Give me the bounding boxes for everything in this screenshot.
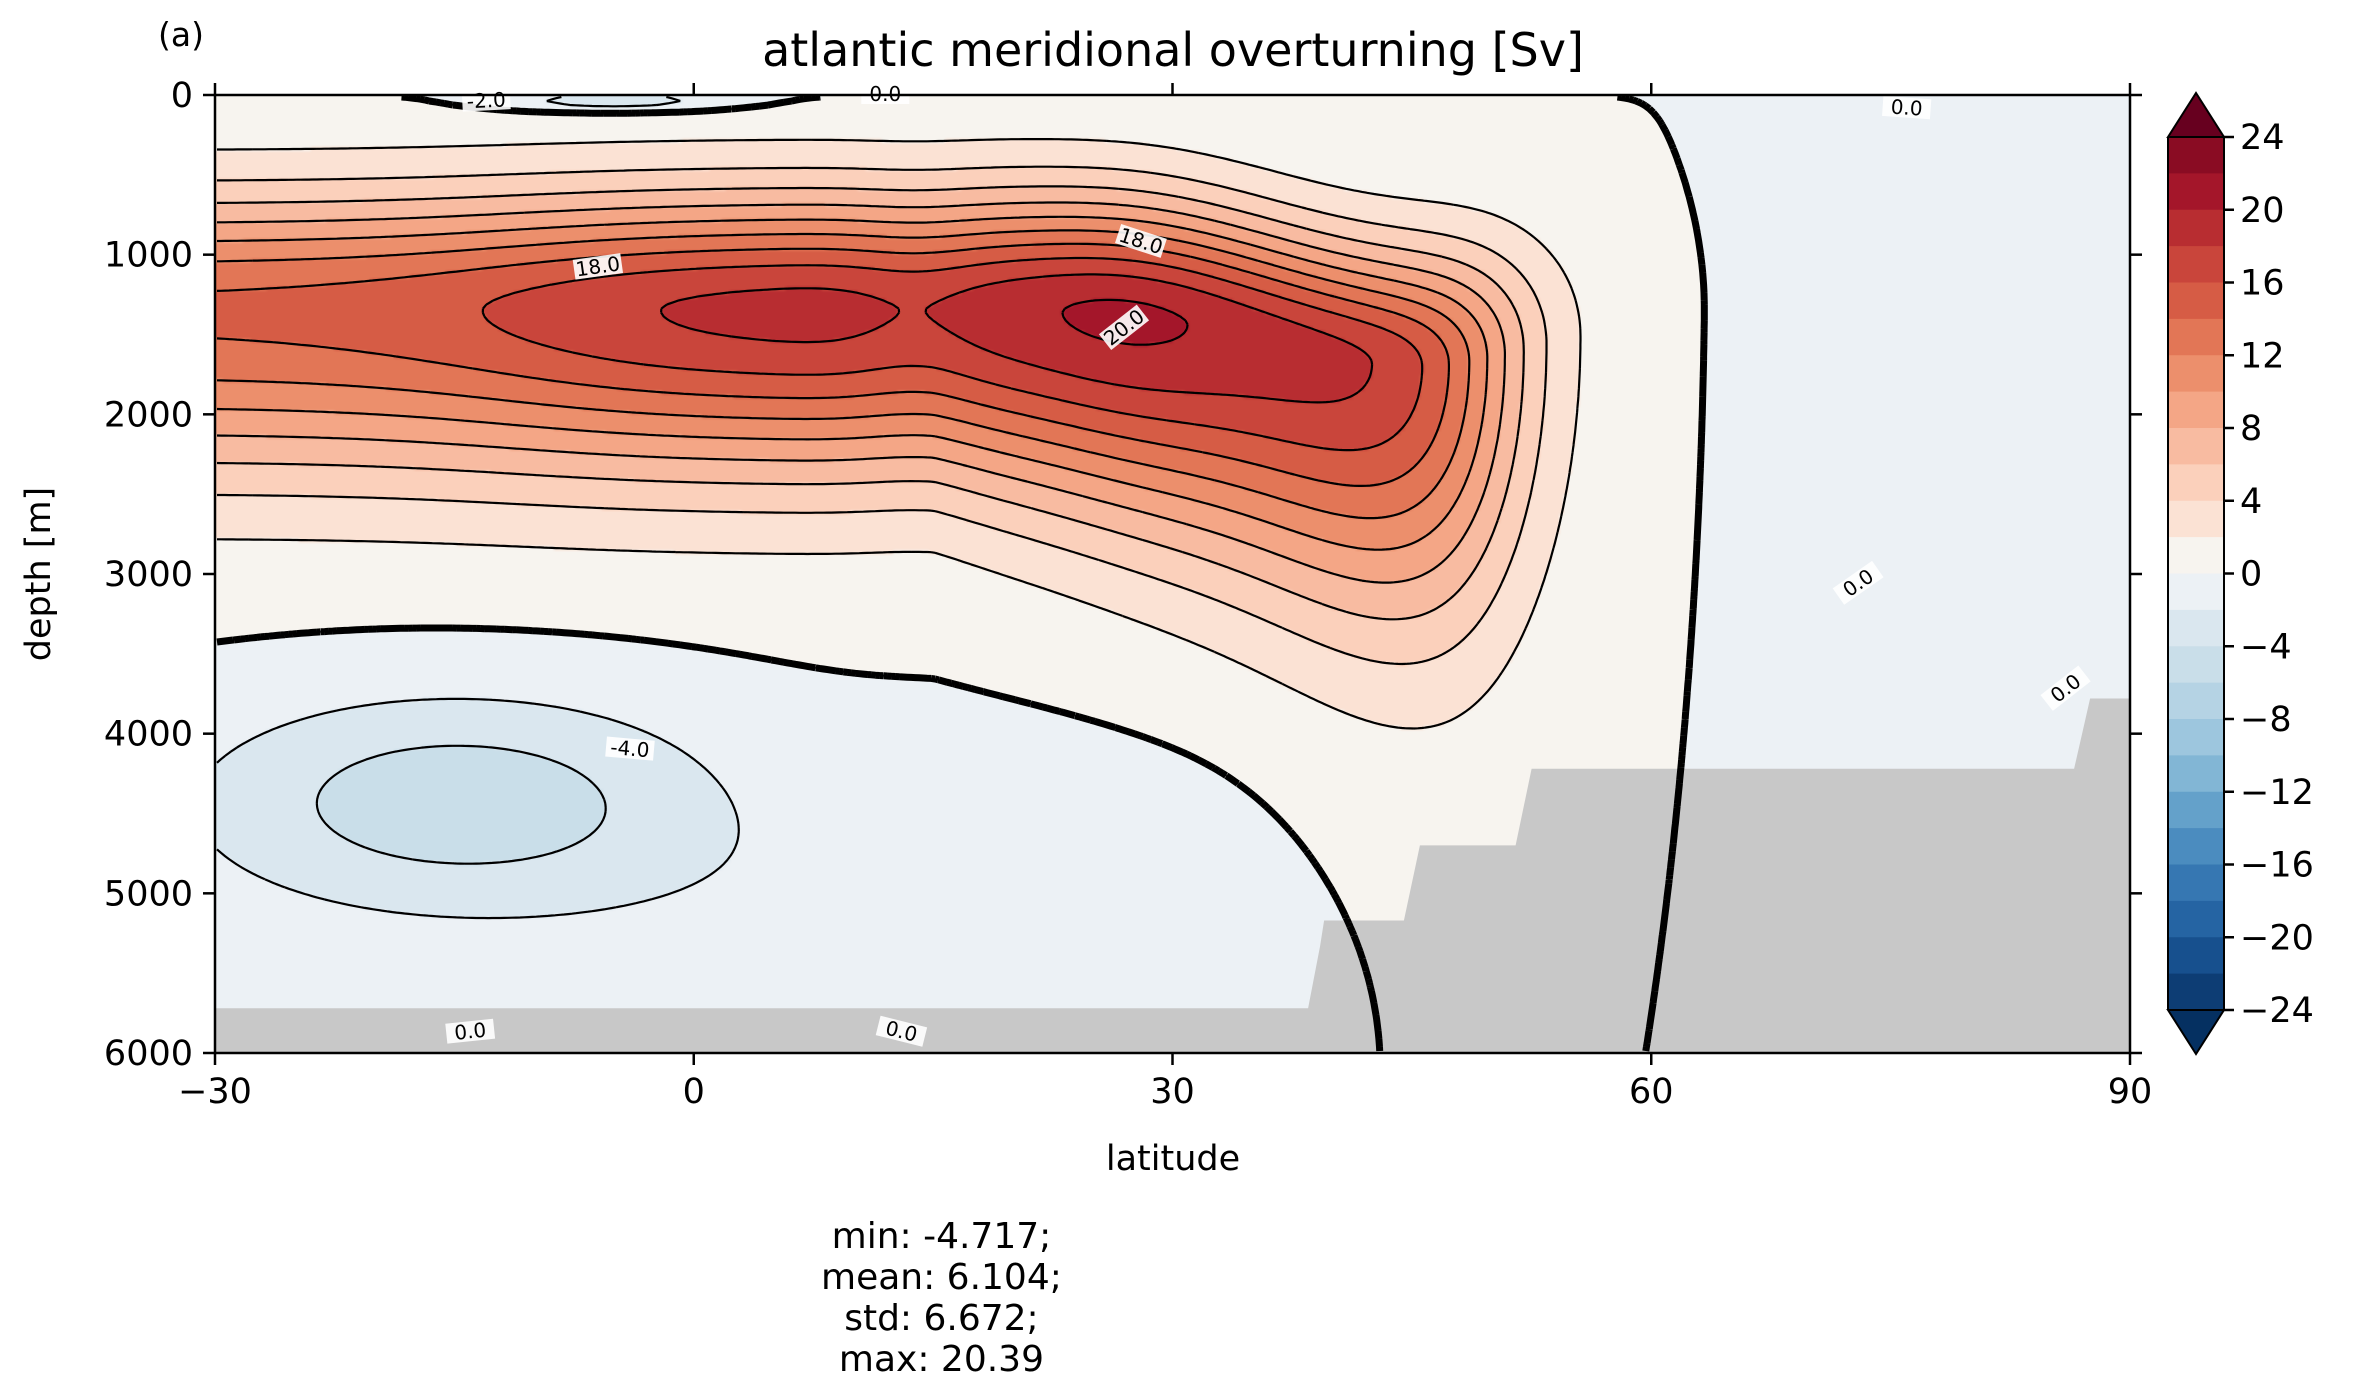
colorbar-segment	[2168, 355, 2224, 393]
y-tick-label: 6000	[104, 1034, 193, 1074]
x-tick-label: 60	[1629, 1072, 1674, 1112]
contour-label-text: 0.0	[453, 1018, 487, 1045]
x-tick-label: 0	[683, 1072, 705, 1112]
y-tick-label: 4000	[104, 715, 193, 755]
colorbar-tick-label: −8	[2240, 700, 2292, 740]
contour-label-text: 0.0	[1890, 95, 1923, 121]
colorbar-segment	[2168, 573, 2224, 611]
colorbar-extend-min	[2166, 1009, 2226, 1056]
stats-line: min: -4.717; mean: 6.104; std: 6.672; ma…	[0, 1175, 1860, 1380]
colorbar-segment	[2168, 900, 2224, 938]
colorbar-tick-label: −4	[2240, 627, 2292, 667]
contour-label: -2.0	[461, 87, 511, 113]
colorbar-extend-max	[2166, 91, 2226, 138]
colorbar-tick-label: 4	[2240, 482, 2262, 522]
y-tick-label: 5000	[104, 874, 193, 914]
colorbar-segment	[2168, 537, 2224, 575]
x-tick-label: 90	[2108, 1072, 2153, 1112]
colorbar-segment	[2168, 318, 2224, 356]
plot-area	[215, 95, 2130, 1053]
stat-mean: mean: 6.104;	[821, 1257, 1062, 1298]
contour-level-14	[216, 242, 1450, 487]
colorbar-segment	[2168, 682, 2224, 720]
colorbar: 24 20 16 12 8 4 0 −4 −8 −12 −16 −20 −24	[2166, 91, 2314, 1056]
y-axis: 0 1000 2000 3000 4000 5000 6000	[104, 76, 2142, 1074]
x-tick-label: 30	[1150, 1072, 1195, 1112]
colorbar-segment	[2168, 755, 2224, 793]
x-axis: −30 0 30 60 90	[178, 83, 2152, 1112]
x-axis-label: latitude	[1106, 1139, 1240, 1179]
colorbar-tick-label: −20	[2240, 918, 2314, 958]
contour-label: -4.0	[605, 735, 655, 762]
colorbar-tick-label: −12	[2240, 773, 2314, 813]
colorbar-tick-label: 0	[2240, 555, 2262, 595]
colorbar-tick-label: −24	[2240, 991, 2314, 1031]
y-axis-label: depth [m]	[19, 487, 59, 661]
seafloor-mask	[215, 698, 2130, 1053]
contour-level-neg4	[315, 744, 607, 865]
colorbar-segment	[2168, 864, 2224, 902]
y-tick-label: 2000	[104, 395, 193, 435]
y-tick-label: 1000	[104, 236, 193, 276]
figure: (a) atlantic meridional overturning [Sv]…	[19, 15, 2314, 1179]
colorbar-segment	[2168, 246, 2224, 284]
contour-level-neg2	[216, 95, 740, 920]
contour-level-8	[216, 201, 1506, 584]
colorbar-tick-label: −16	[2240, 846, 2314, 886]
colorbar-segment	[2168, 937, 2224, 975]
colorbar-segment	[2168, 609, 2224, 647]
contour-level-16	[481, 256, 1424, 452]
colorbar-tick-label: 20	[2240, 191, 2285, 231]
colorbar-segment	[2168, 973, 2224, 1011]
colorbar-segment	[2168, 173, 2224, 211]
contour-label-text: -2.0	[466, 87, 506, 113]
contour-level-6	[216, 185, 1525, 621]
colorbar-segment	[2168, 209, 2224, 247]
stat-max: max: 20.39	[838, 1339, 1044, 1380]
colorbar-segment	[2168, 428, 2224, 465]
contour-lines	[216, 95, 1708, 1052]
stat-std: std: 6.672;	[844, 1298, 1039, 1339]
colorbar-tick-label: 16	[2240, 264, 2285, 304]
contour-level-18	[660, 273, 1374, 404]
land-mask	[215, 698, 2130, 1053]
colorbar-segment	[2168, 791, 2224, 829]
contour-label-text: -4.0	[609, 735, 650, 762]
colorbar-tick-label: 12	[2240, 336, 2285, 376]
colorbar-segment	[2168, 500, 2224, 538]
contour-label: 0.0	[1882, 95, 1932, 121]
contour-label: 0.0	[445, 1018, 496, 1045]
colorbar-tick-label: 24	[2240, 118, 2285, 158]
colorbar-segment	[2168, 391, 2224, 429]
colorbar-segment	[2168, 282, 2224, 320]
x-tick-label: −30	[178, 1072, 252, 1112]
colorbar-segment	[2168, 719, 2224, 756]
y-tick-label: 3000	[104, 555, 193, 595]
contour-level-2	[217, 138, 1582, 730]
colorbar-tick-label: 8	[2240, 409, 2262, 449]
colorbar-segment	[2168, 828, 2224, 866]
colorbar-segment	[2168, 464, 2224, 502]
y-tick-label: 0	[171, 76, 193, 116]
colorbar-segment	[2168, 646, 2224, 684]
chart-title: atlantic meridional overturning [Sv]	[762, 23, 1584, 77]
contour-level-10	[216, 215, 1489, 551]
contour-level-12	[216, 229, 1471, 520]
contour-level-4	[217, 165, 1548, 666]
panel-label: (a)	[158, 15, 204, 54]
contour-level-0	[216, 95, 1708, 1052]
contour-labels: -2.0 0.018.018.020.00.0 0.00.0-4.00.00.0	[445, 82, 2091, 1047]
colorbar-segment	[2168, 137, 2224, 174]
stat-min: min: -4.717;	[831, 1216, 1052, 1257]
